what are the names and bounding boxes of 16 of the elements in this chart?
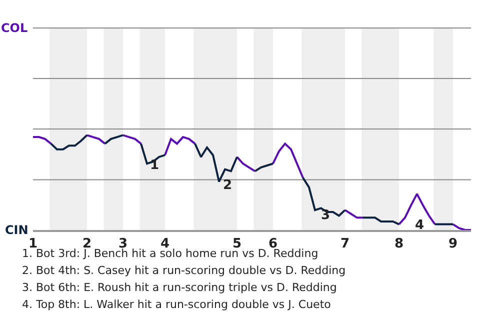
x-tick-label: 4: [160, 236, 170, 252]
x-tick-label: 2: [82, 236, 92, 252]
x-tick-label: 1: [28, 236, 38, 252]
annotation: 4: [415, 218, 424, 233]
text: 4. Top 8th: L. Walker hit a run-scoring double vs J. Cueto: [22, 298, 332, 311]
x-tick-label: 9: [448, 236, 458, 252]
text: CIN: [5, 223, 28, 237]
annotation: 3: [321, 208, 330, 223]
text: 3. Bot 6th: E. Roush hit a run-scoring triple vs D. Redding: [22, 281, 337, 294]
x-tick-label: 7: [340, 236, 350, 252]
annotation: 2: [223, 178, 232, 193]
annotation: 1: [150, 158, 160, 173]
text: COL: [1, 21, 28, 35]
x-tick-label: 8: [394, 236, 404, 252]
text: 2. Bot 4th: S. Casey hit a run-scoring double vs D. Redding: [22, 264, 346, 277]
x-tick-label: 5: [232, 236, 242, 252]
